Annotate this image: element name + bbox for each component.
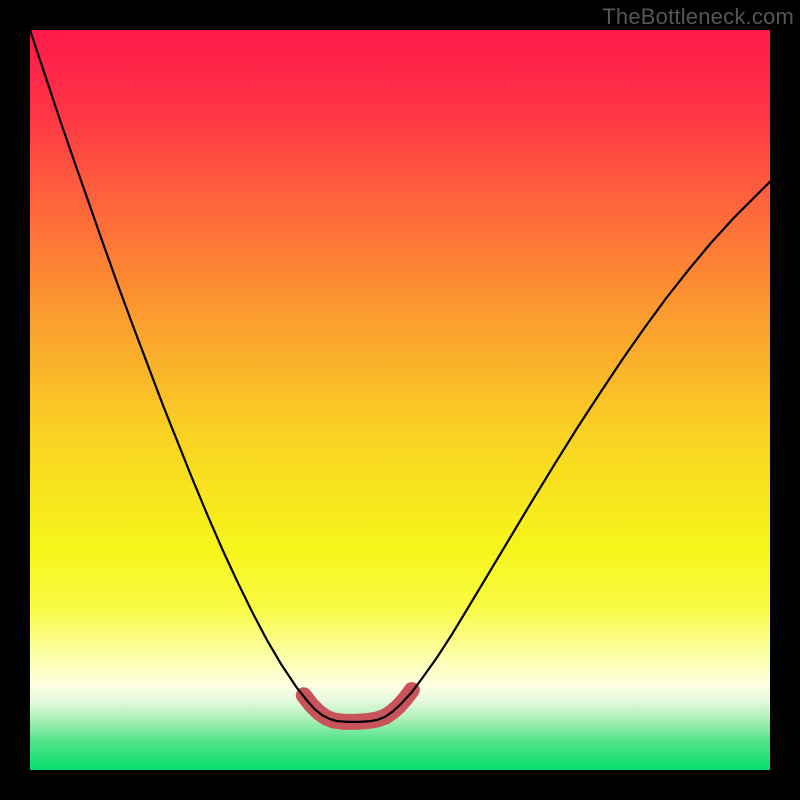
plot-area bbox=[30, 30, 770, 770]
watermark-text: TheBottleneck.com bbox=[602, 4, 794, 30]
curve-layer bbox=[30, 30, 770, 770]
highlight-segment bbox=[304, 690, 412, 722]
bottleneck-curve bbox=[30, 30, 770, 722]
